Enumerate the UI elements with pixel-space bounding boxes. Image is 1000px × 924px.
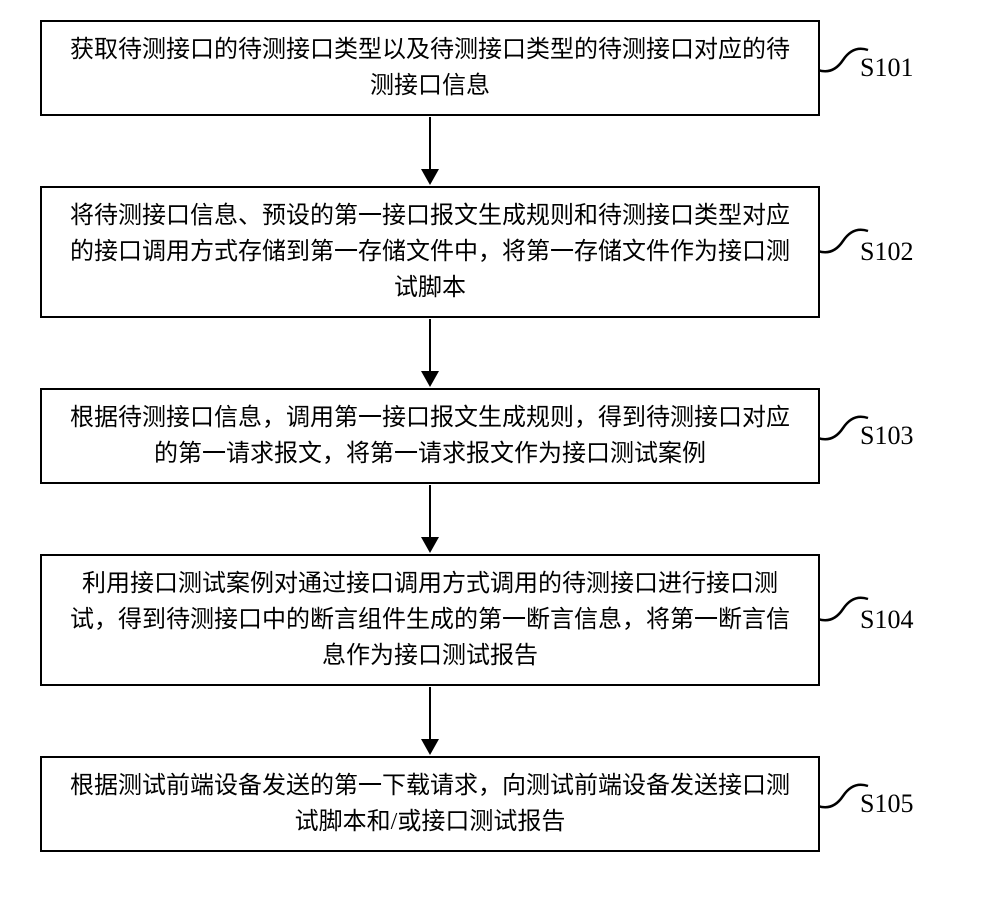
step-row-3: 根据待测接口信息，调用第一接口报文生成规则，得到待测接口对应的第一请求报文，将第… (40, 388, 960, 484)
step-row-5: 根据测试前端设备发送的第一下载请求，向测试前端设备发送接口测试脚本和/或接口测试… (40, 756, 960, 852)
step-box-s101: 获取待测接口的待测接口类型以及待测接口类型的待测接口对应的待测接口信息 (40, 20, 820, 116)
squiggle-connector (818, 408, 878, 448)
arrow-line (429, 319, 431, 371)
step-box-s105: 根据测试前端设备发送的第一下载请求，向测试前端设备发送接口测试脚本和/或接口测试… (40, 756, 820, 852)
step-row-2: 将待测接口信息、预设的第一接口报文生成规则和待测接口类型对应的接口调用方式存储到… (40, 186, 960, 318)
step-text: 获取待测接口的待测接口类型以及待测接口类型的待测接口对应的待测接口信息 (62, 32, 798, 104)
step-box-s102: 将待测接口信息、预设的第一接口报文生成规则和待测接口类型对应的接口调用方式存储到… (40, 186, 820, 318)
step-box-s103: 根据待测接口信息，调用第一接口报文生成规则，得到待测接口对应的第一请求报文，将第… (40, 388, 820, 484)
step-text: 根据待测接口信息，调用第一接口报文生成规则，得到待测接口对应的第一请求报文，将第… (62, 400, 798, 472)
step-box-s104: 利用接口测试案例对通过接口调用方式调用的待测接口进行接口测试，得到待测接口中的断… (40, 554, 820, 686)
step-text: 根据测试前端设备发送的第一下载请求，向测试前端设备发送接口测试脚本和/或接口测试… (62, 768, 798, 840)
arrow-line (429, 117, 431, 169)
arrow-head (421, 537, 439, 553)
flowchart-container: 获取待测接口的待测接口类型以及待测接口类型的待测接口对应的待测接口信息 S101… (40, 20, 960, 852)
step-text: 利用接口测试案例对通过接口调用方式调用的待测接口进行接口测试，得到待测接口中的断… (62, 566, 798, 674)
arrow-connector (40, 686, 960, 756)
squiggle-connector (818, 40, 878, 80)
arrow-line (429, 687, 431, 739)
arrow-head (421, 739, 439, 755)
arrow-connector (40, 484, 960, 554)
arrow-connector (40, 116, 960, 186)
arrow-head (421, 169, 439, 185)
step-row-4: 利用接口测试案例对通过接口调用方式调用的待测接口进行接口测试，得到待测接口中的断… (40, 554, 960, 686)
step-row-1: 获取待测接口的待测接口类型以及待测接口类型的待测接口对应的待测接口信息 S101 (40, 20, 960, 116)
squiggle-connector (818, 221, 878, 261)
squiggle-connector (818, 589, 878, 629)
arrow-head (421, 371, 439, 387)
squiggle-connector (818, 776, 878, 816)
arrow-connector (40, 318, 960, 388)
arrow-line (429, 485, 431, 537)
step-text: 将待测接口信息、预设的第一接口报文生成规则和待测接口类型对应的接口调用方式存储到… (62, 198, 798, 306)
